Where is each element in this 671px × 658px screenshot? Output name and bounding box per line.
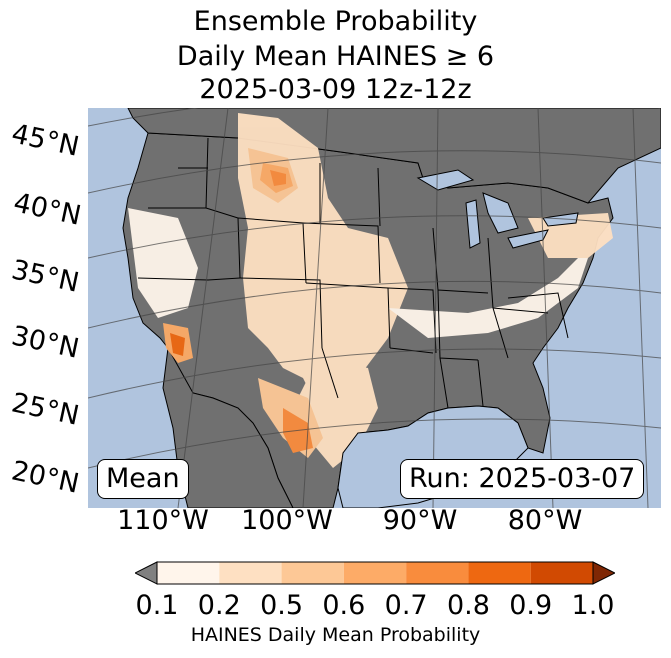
state-borders (137, 137, 569, 409)
mexico-landmass (162, 346, 294, 508)
lon-label-110: 110°W (117, 505, 209, 536)
run-label-box: Run: 2025-03-07 (400, 459, 645, 499)
colorbar-over-arrow (592, 561, 615, 585)
colorbar-tick-label: 0.5 (260, 590, 304, 621)
colorbar-tick-label: 0.8 (446, 590, 490, 621)
title-line-2: Daily Mean HAINES ≥ 6 (176, 41, 495, 72)
colorbar-swatch-2 (281, 562, 344, 584)
mean-label-box: Mean (97, 459, 189, 499)
colorbar-swatches (135, 561, 615, 585)
colorbar-swatch-3 (343, 562, 407, 584)
lon-label-90: 90°W (382, 505, 458, 536)
colorbar-tick-label: 0.7 (384, 590, 428, 621)
colorbar-tick-label: 0.6 (322, 590, 366, 621)
lat-label-35: 35°N (8, 254, 82, 299)
lat-label-20: 20°N (8, 455, 82, 500)
graticule (88, 108, 661, 508)
colorbar-swatch-6 (530, 562, 593, 584)
colorbar-tick-label: 1.0 (571, 590, 615, 621)
lon-label-80: 80°W (507, 505, 583, 536)
lat-label-45: 45°N (8, 118, 82, 163)
colorbar-swatch-1 (219, 562, 282, 584)
title-line-3: 2025-03-09 12z-12z (199, 74, 472, 105)
colorbar (135, 561, 615, 585)
lat-label-40: 40°N (10, 187, 84, 232)
gulf-of-mexico (337, 405, 529, 508)
map-panel (88, 108, 661, 508)
title-line-1: Ensemble Probability (193, 6, 478, 37)
great-lakes (416, 169, 579, 249)
lat-label-25: 25°N (8, 387, 82, 432)
colorbar-label: HAINES Daily Mean Probability (190, 624, 481, 646)
colorbar-tick-label: 0.9 (509, 590, 553, 621)
colorbar-tick-label: 0.2 (197, 590, 241, 621)
colorbar-swatch-5 (468, 562, 531, 584)
colorbar-swatch-4 (406, 562, 469, 584)
map-canvas (88, 108, 661, 508)
lon-label-100: 100°W (241, 505, 333, 536)
lat-label-30: 30°N (8, 320, 82, 365)
colorbar-under-arrow (135, 561, 158, 585)
colorbar-swatch-0 (157, 562, 220, 584)
colorbar-tick-label: 0.1 (135, 590, 179, 621)
colorbar-frame (156, 561, 594, 585)
